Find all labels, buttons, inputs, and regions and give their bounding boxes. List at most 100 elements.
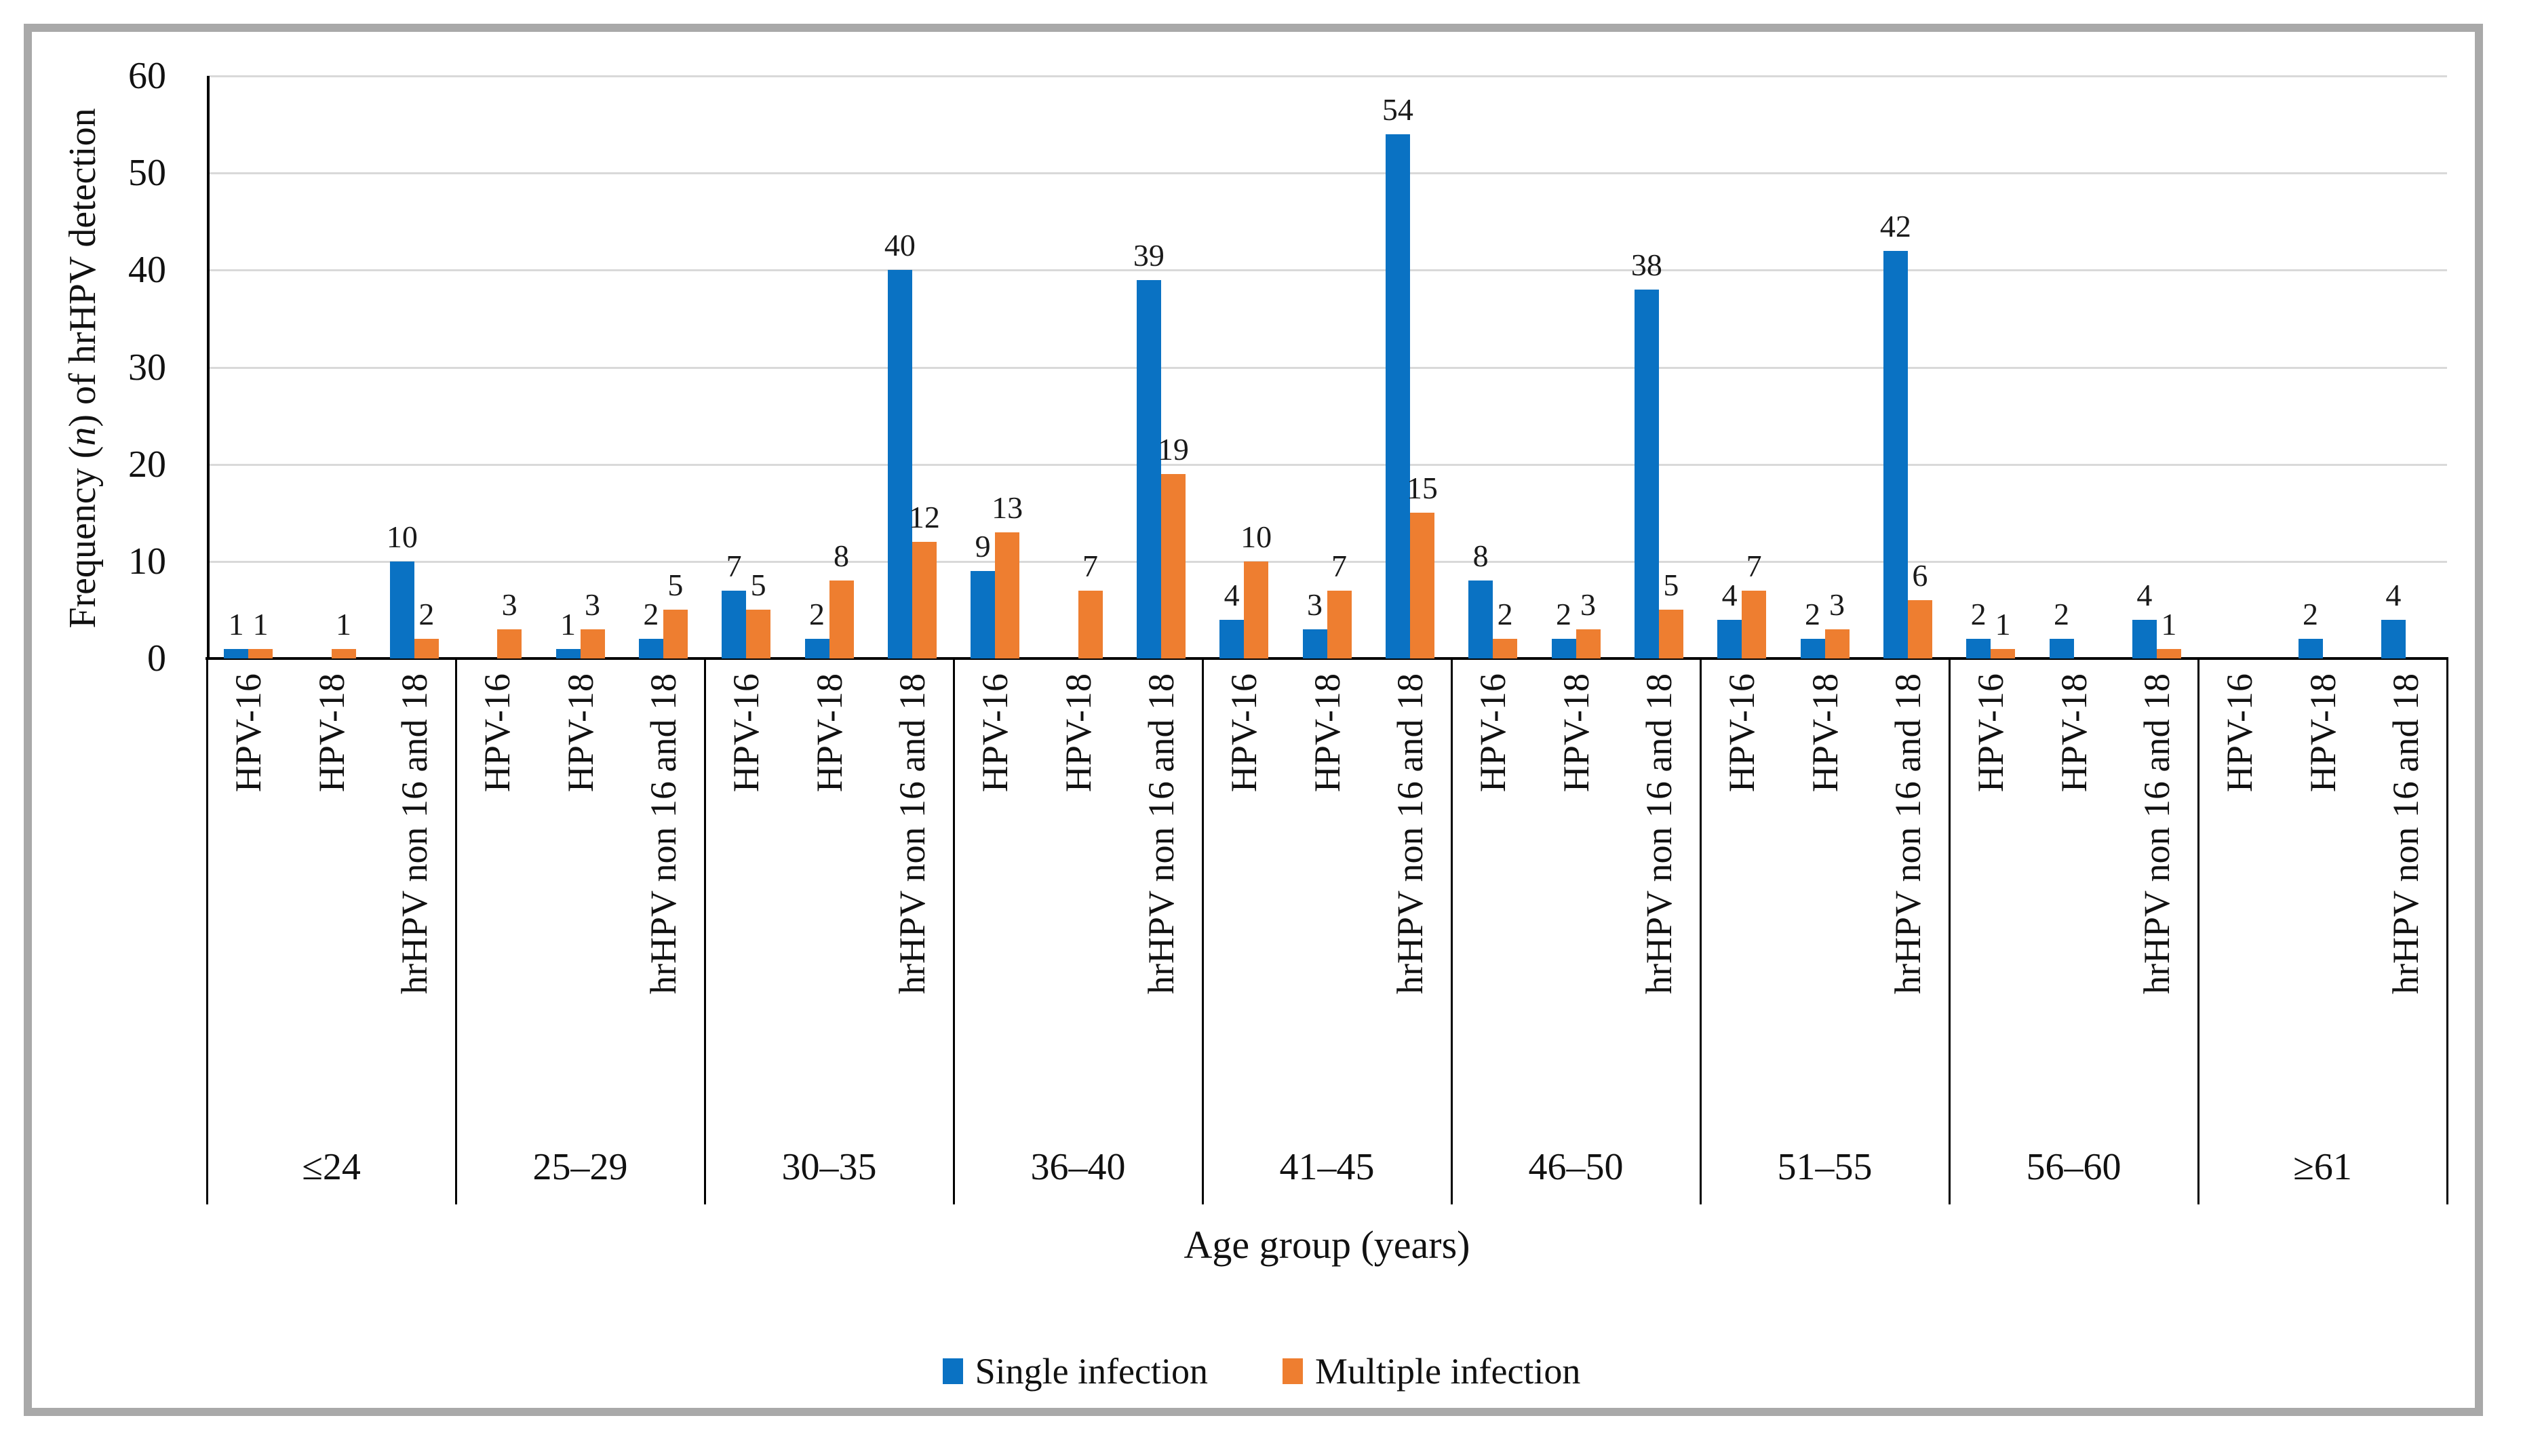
y-axis-title-italic-n: n [62,427,104,446]
bar-value-label: 2 [643,597,659,632]
legend-swatch-multiple-infection [1283,1358,1303,1384]
category-tick-label: HPV-16 [228,673,269,793]
bar-multiple-infection [1991,648,2016,658]
age-group-label: 36–40 [1030,1146,1126,1188]
figure-frame [24,24,2483,1416]
bar-multiple-infection [995,532,1020,658]
age-group-label: 51–55 [1777,1146,1873,1188]
bar-multiple-infection [248,648,273,658]
group-separator [454,658,457,1204]
bar-multiple-infection [746,610,771,658]
bar-value-label: 4 [2385,577,2402,612]
group-separator [1450,658,1453,1204]
bar-value-label: 1 [228,606,244,642]
category-tick-label: HPV-16 [2219,673,2261,793]
bar-single-infection [2132,619,2157,658]
bar-value-label: 19 [1157,431,1189,467]
y-gridline [207,463,2447,466]
age-group-label: 41–45 [1279,1146,1375,1188]
bar-value-label: 2 [1497,597,1513,632]
bar-single-infection [1468,581,1493,658]
group-separator [2446,658,2448,1204]
age-group-label: ≤24 [302,1146,361,1188]
bar-value-label: 3 [1307,587,1323,623]
bar-value-label: 39 [1133,237,1165,273]
bar-value-label: 1 [336,606,351,642]
legend-item-multiple-infection: Multiple infection [1283,1351,1580,1392]
category-tick-label: hrHPV non 16 and 18 [2385,673,2426,995]
category-tick-label: HPV-16 [1224,673,1265,793]
bar-single-infection [1385,134,1410,658]
category-tick-label: hrHPV non 16 and 18 [2136,673,2177,995]
bar-value-label: 3 [1580,587,1596,623]
bar-value-label: 3 [1829,587,1845,623]
category-tick-label: HPV-18 [560,673,601,793]
bar-multiple-infection [1078,590,1103,658]
y-tick-label: 30 [128,346,166,389]
legend-swatch-single-infection [942,1358,963,1384]
bar-multiple-infection [663,610,688,658]
bar-value-label: 15 [1406,471,1438,506]
bar-value-label: 8 [1472,538,1489,574]
category-tick-label: hrHPV non 16 and 18 [1887,673,1928,995]
y-tick-label: 20 [128,443,166,486]
category-tick-label: HPV-18 [808,673,850,793]
age-group-label: 46–50 [1528,1146,1624,1188]
y-axis-line [207,76,210,658]
y-axis-title: Frequency (n) of hrHPV detection [61,0,104,741]
bar-multiple-infection [1493,639,1518,658]
bar-single-infection [1302,629,1327,658]
bar-single-infection [887,270,912,658]
bar-single-infection [2298,639,2323,658]
y-gridline [207,269,2447,272]
bar-value-label: 4 [1224,577,1240,612]
bar-value-label: 38 [1630,247,1662,282]
bar-value-label: 5 [750,568,766,603]
category-tick-label: HPV-18 [311,673,352,793]
legend-item-single-infection: Single infection [942,1351,1208,1392]
bar-single-infection [1136,279,1161,658]
category-tick-label: hrHPV non 16 and 18 [642,673,684,995]
legend-label-multiple-infection: Multiple infection [1315,1351,1581,1392]
category-tick-label: HPV-16 [726,673,767,793]
bar-single-infection [1717,619,1742,658]
bar-single-infection [389,561,414,658]
bar-single-infection [2381,619,2406,658]
bar-value-label: 7 [1746,548,1762,583]
bar-multiple-infection [1160,473,1186,658]
group-separator [1699,658,1702,1204]
group-separator [703,658,706,1204]
bar-value-label: 10 [386,519,418,554]
bar-multiple-infection [1244,561,1269,658]
category-tick-label: hrHPV non 16 and 18 [1389,673,1430,995]
y-gridline [207,366,2447,369]
bar-value-label: 3 [501,587,517,623]
bar-multiple-infection [1576,629,1601,658]
bar-value-label: 1 [560,606,576,642]
group-separator [206,658,208,1204]
category-tick-label: hrHPV non 16 and 18 [891,673,933,995]
y-gridline [207,75,2447,77]
category-tick-label: HPV-16 [975,673,1016,793]
y-axis-title-suffix: ) of hrHPV detection [62,108,104,427]
bar-value-label: 4 [1721,577,1738,612]
bar-multiple-infection [497,629,522,658]
bar-value-label: 6 [1912,558,1928,593]
y-tick-label: 60 [128,55,166,97]
bar-single-infection [1966,639,1991,658]
y-tick-label: 50 [128,152,166,195]
bar-multiple-infection [1409,513,1434,658]
category-tick-label: HPV-16 [1721,673,1763,793]
bar-value-label: 7 [726,548,742,583]
bar-value-label: 42 [1879,208,1911,243]
bar-value-label: 2 [418,597,435,632]
bar-single-infection [1219,619,1245,658]
y-tick-label: 0 [147,637,166,680]
bar-value-label: 3 [585,587,600,623]
category-tick-label: HPV-16 [477,673,518,793]
bar-multiple-infection [1658,610,1683,658]
bar-multiple-infection [580,629,605,658]
age-group-label: 25–29 [532,1146,628,1188]
bar-value-label: 2 [1805,597,1820,632]
